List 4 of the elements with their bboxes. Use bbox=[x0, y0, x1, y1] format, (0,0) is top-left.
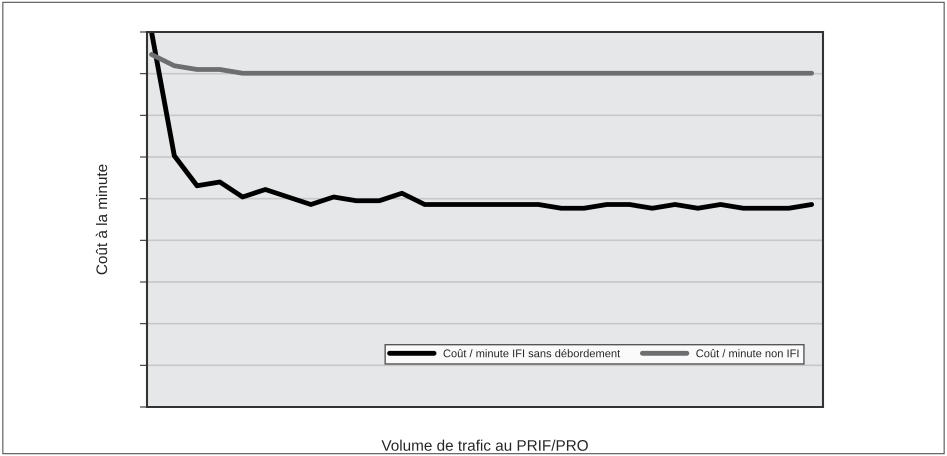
legend-label: Coût / minute IFI sans débordement bbox=[444, 349, 620, 358]
x-axis-title: Volume de trafic au PRIF/PRO bbox=[381, 440, 588, 451]
legend-label: Coût / minute non IFI bbox=[696, 349, 798, 358]
y-axis-title: Coût à la minute bbox=[96, 164, 108, 274]
